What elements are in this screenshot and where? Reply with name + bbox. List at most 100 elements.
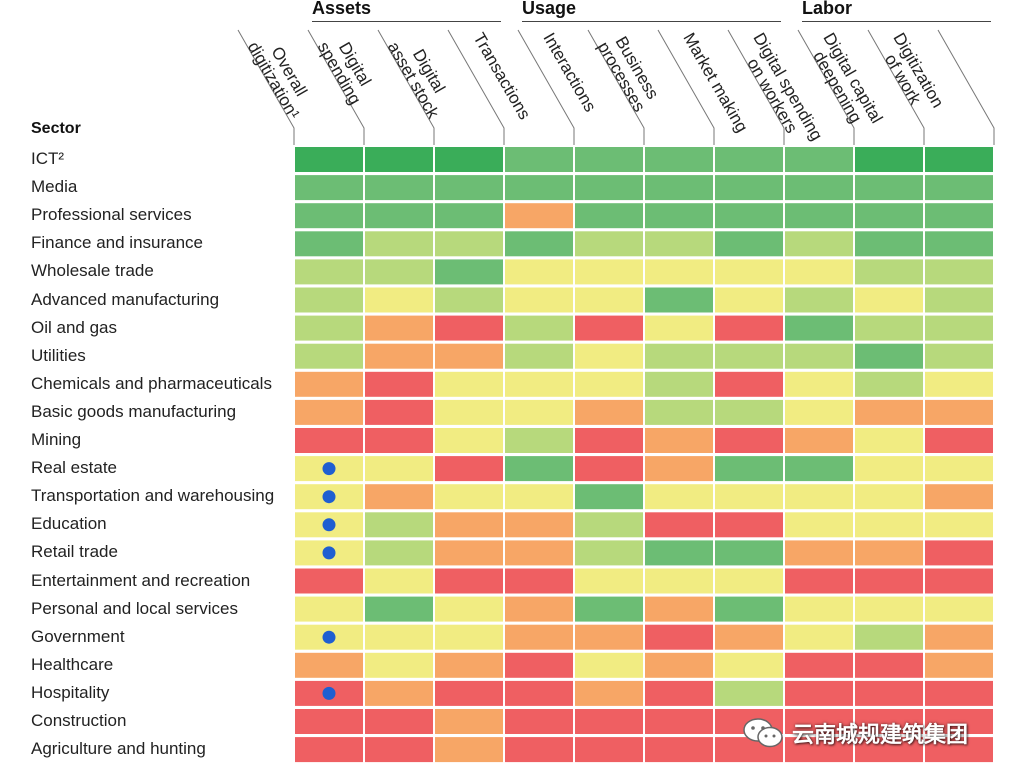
heatmap-cell [575, 624, 643, 650]
heatmap-cell [785, 596, 853, 622]
heatmap-cell [505, 315, 573, 341]
heatmap-cell [645, 680, 713, 706]
heatmap-cell [925, 175, 993, 201]
heatmap-cell [575, 709, 643, 734]
heatmap-cell [715, 512, 783, 538]
row-label: Entertainment and recreation [31, 570, 251, 590]
heatmap-cell [715, 652, 783, 678]
column-divider [727, 29, 785, 145]
heatmap-cell [645, 231, 713, 257]
heatmap-cell [785, 147, 853, 172]
heatmap-cell [855, 709, 923, 734]
heatmap-cell [575, 512, 643, 538]
heatmap-cell [295, 399, 363, 425]
heatmap-cell [435, 259, 503, 285]
heatmap-cell [575, 203, 643, 229]
heatmap-cell [435, 737, 503, 763]
heatmap-cell [435, 512, 503, 538]
column-divider [797, 29, 855, 145]
heatmap-cell [925, 399, 993, 425]
column-divider [657, 29, 715, 145]
column-group-rule [802, 21, 991, 22]
heatmap-cell [645, 456, 713, 482]
column-divider [517, 29, 575, 145]
heatmap-cell [785, 652, 853, 678]
column-divider [307, 29, 365, 145]
marker-dot [322, 462, 336, 476]
heatmap-cell [925, 428, 993, 453]
heatmap-cell [645, 540, 713, 566]
heatmap-cell [365, 259, 433, 285]
heatmap-cell [365, 512, 433, 538]
heatmap-cell [645, 737, 713, 763]
heatmap-cell [365, 203, 433, 229]
row-label: Hospitality [31, 682, 110, 702]
heatmap-cell [785, 203, 853, 229]
heatmap-cell [715, 147, 783, 172]
heatmap-cell [365, 596, 433, 622]
heatmap-cell [295, 231, 363, 257]
heatmap-cell [365, 343, 433, 369]
heatmap-cell [855, 680, 923, 706]
heatmap-cell [785, 315, 853, 341]
heatmap-cell [365, 568, 433, 594]
heatmap-cell [365, 680, 433, 706]
heatmap-cell [785, 680, 853, 706]
heatmap-cell [715, 175, 783, 201]
heatmap-cell [645, 343, 713, 369]
row-header: Sector [31, 120, 81, 137]
heatmap-cell [435, 315, 503, 341]
heatmap-cell [435, 568, 503, 594]
heatmap-cell [925, 596, 993, 622]
watermark: 云南城规建筑集团 [742, 716, 968, 750]
heatmap-cell [505, 175, 573, 201]
heatmap-cell [855, 652, 923, 678]
heatmap-cell [855, 175, 923, 201]
heatmap-cell [645, 315, 713, 341]
heatmap-cell [785, 259, 853, 285]
heatmap-cell [435, 709, 503, 734]
heatmap-cell [505, 428, 573, 453]
heatmap-cell [365, 624, 433, 650]
column-group-title: Usage [522, 0, 577, 18]
column-divider [587, 29, 645, 145]
heatmap-cell [925, 709, 993, 734]
heatmap-cell [855, 512, 923, 538]
heatmap-cell [435, 343, 503, 369]
heatmap-cell [365, 231, 433, 257]
wechat-icon [743, 718, 783, 748]
heatmap-cell [435, 287, 503, 313]
heatmap-cell [715, 371, 783, 397]
heatmap-cell [785, 343, 853, 369]
heatmap-cell [435, 231, 503, 257]
heatmap-cell [785, 231, 853, 257]
column-divider [867, 29, 925, 145]
heatmap-cell [295, 371, 363, 397]
column-divider [447, 29, 505, 145]
heatmap-cell [575, 175, 643, 201]
heatmap-cell [785, 287, 853, 313]
heatmap-cell [365, 147, 433, 172]
heatmap-cell [575, 287, 643, 313]
heatmap-cell [575, 484, 643, 510]
row-label: Education [31, 514, 107, 534]
heatmap-cell [505, 456, 573, 482]
marker-dot [322, 518, 336, 532]
row-label: Agriculture and hunting [31, 739, 206, 759]
heatmap-cell [295, 428, 363, 453]
heatmap-cell [785, 624, 853, 650]
watermark-text: 云南城规建筑集团 [792, 722, 969, 747]
heatmap-cell [715, 231, 783, 257]
heatmap-cell [365, 175, 433, 201]
heatmap-cell [365, 484, 433, 510]
heatmap-cell [575, 456, 643, 482]
heatmap-cell [925, 371, 993, 397]
heatmap-cell [855, 343, 923, 369]
heatmap-cell [645, 624, 713, 650]
heatmap-cell [925, 231, 993, 257]
row-label: Retail trade [31, 542, 118, 562]
heatmap-cell [715, 343, 783, 369]
column-divider [237, 29, 295, 145]
heatmap-cell [365, 737, 433, 763]
